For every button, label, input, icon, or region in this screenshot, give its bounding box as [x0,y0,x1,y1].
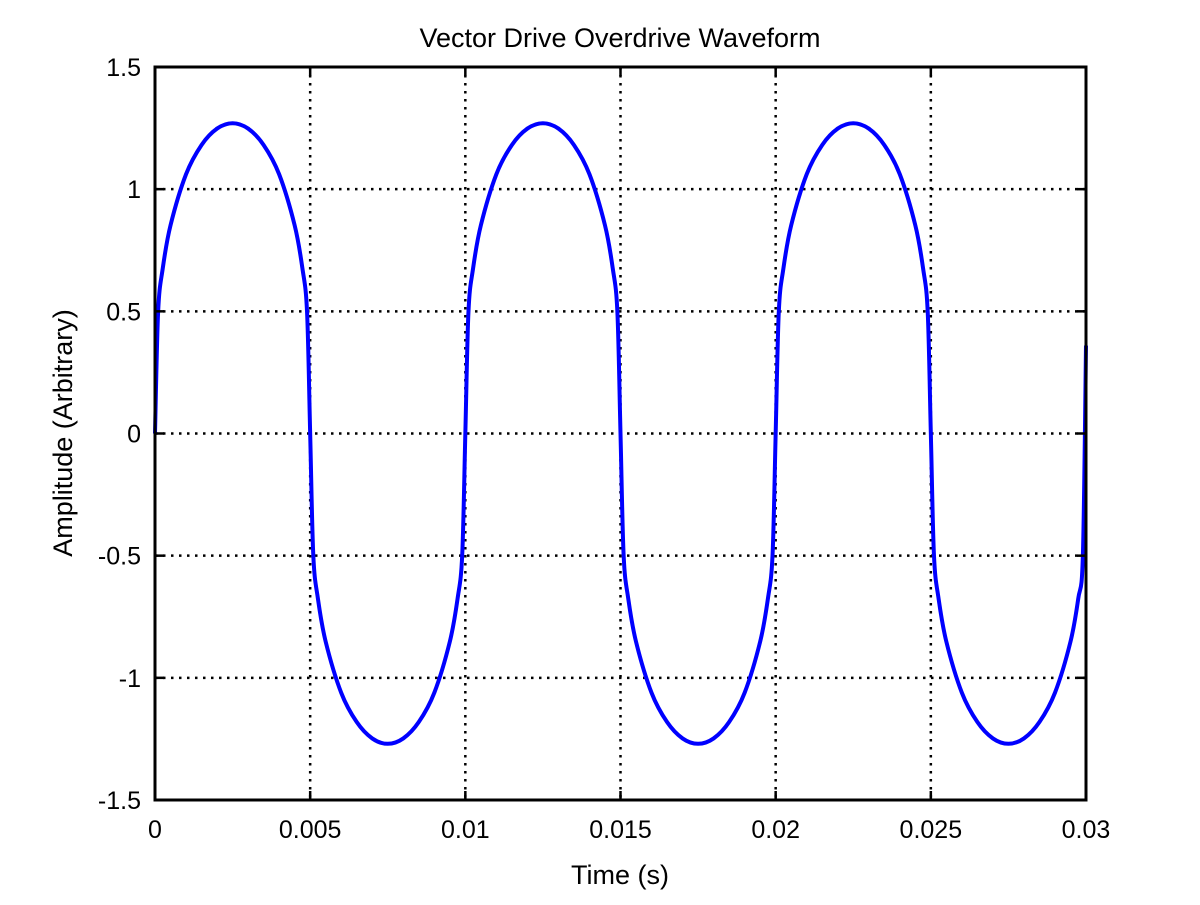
y-tick-label: 0 [127,421,141,449]
x-tick-label: 0.025 [900,816,963,844]
x-tick-label: 0.015 [589,816,652,844]
y-tick-label: -1.5 [98,787,141,815]
ticks: 0 0.005 0.01 0.015 0.02 0.025 0.03 -1.5 -1 -0.5 0 0… [98,54,1110,844]
y-tick-label: -1 [119,665,141,693]
y-tick-label: 1.5 [106,54,141,82]
chart-title: Vector Drive Overdrive Waveform [419,23,820,53]
x-tick-label: 0.005 [279,816,342,844]
x-tick-label: 0.03 [1062,816,1111,844]
y-tick-label: 1 [127,176,141,204]
x-tick-label: 0.01 [441,816,490,844]
series-layer [153,121,1088,746]
x-tick-label: 0 [148,816,162,844]
y-tick-label: -0.5 [98,543,141,571]
y-axis-label: Amplitude (Arbitrary) [48,309,78,557]
y-tick-label: 0.5 [106,298,141,326]
x-axis-label: Time (s) [571,860,669,890]
x-tick-label: 0.02 [751,816,800,844]
waveform-line [153,121,1088,746]
